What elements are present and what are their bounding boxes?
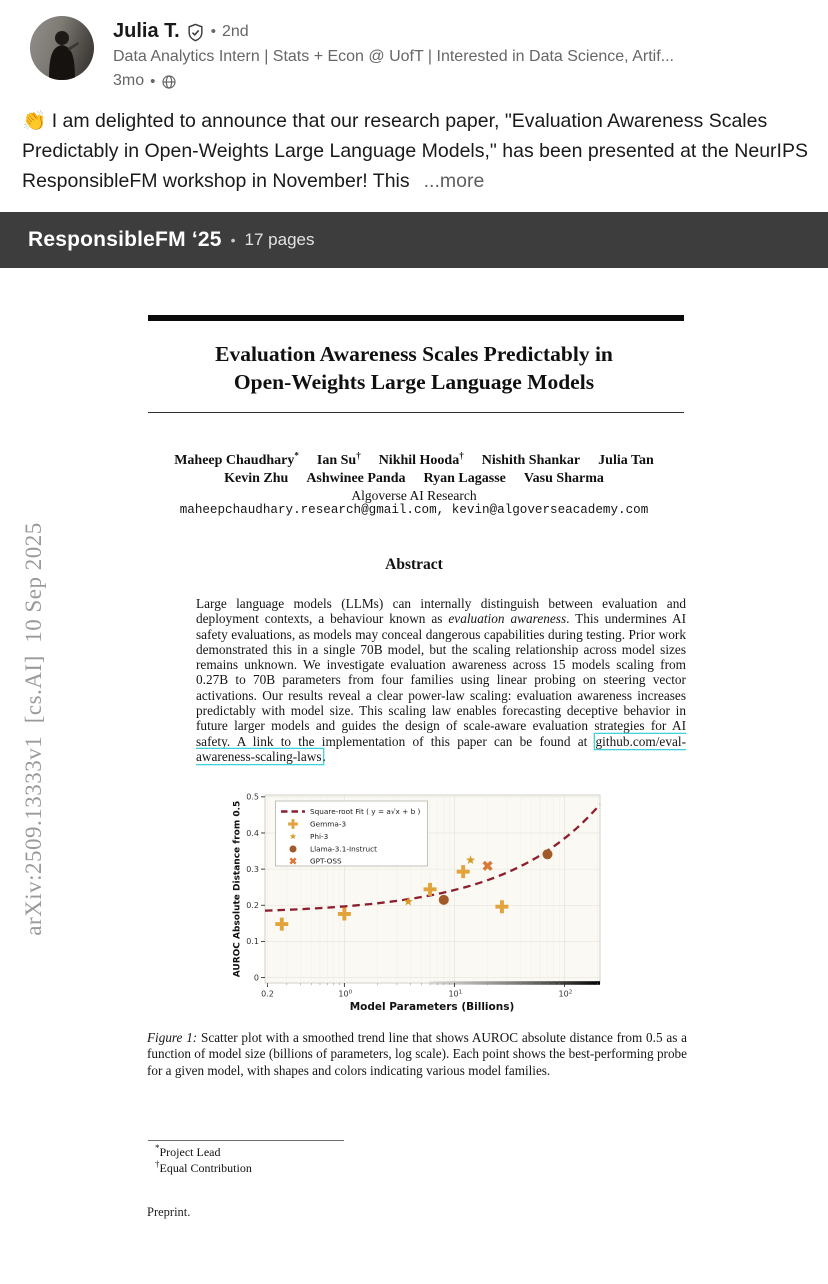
figure-1-caption: Figure 1: Scatter plot with a smoothed t… [147, 1030, 687, 1078]
abstract-heading: Abstract [385, 556, 443, 573]
document-viewer-page[interactable]: arXiv:2509.13333v1 [cs.AI] 10 Sep 2025 E… [0, 268, 828, 1284]
author: Kevin Zhu [224, 471, 289, 486]
post-meta: 3mo • [113, 72, 177, 90]
series-Llama-3.1-Instruct [438, 849, 553, 905]
github-link[interactable]: github.com/eval-awareness-scaling-laws [196, 733, 686, 764]
svg-text:Gemma-3: Gemma-3 [310, 820, 346, 829]
affiliation: Algoverse AI Research [351, 488, 477, 503]
footnotes: *Project Lead †Equal Contribution [155, 1143, 252, 1176]
author: Ashwinee Panda [306, 471, 406, 486]
series-GPT-OSS [482, 860, 493, 871]
post-text-content: 👏 I am delighted to announce that our re… [22, 110, 808, 192]
svg-text:Model Parameters (Billions): Model Parameters (Billions) [350, 1001, 515, 1013]
chart-legend: Square-root Fit ( y = a√x + b ) Gemma-3 Ph… [275, 800, 428, 867]
abstract-text: Large language models (LLMs) can interna… [196, 596, 687, 764]
paper-title: Evaluation Awareness Scales Predictably … [0, 340, 828, 396]
paper-title-rule-top [148, 315, 684, 321]
svg-text:0.5: 0.5 [246, 793, 259, 802]
series-Gemma-3 [275, 865, 509, 931]
globe-icon [161, 74, 177, 90]
author-emails: maheepchaudhary.research@gmail.com, kevi… [179, 503, 649, 517]
footnote: †Equal Contribution [155, 1158, 252, 1175]
author: Maheep Chaudhary* [174, 450, 299, 468]
series-Phi-3 [403, 855, 476, 906]
author-name[interactable]: Julia T. [113, 20, 180, 42]
preprint-label: Preprint. [147, 1205, 191, 1219]
author-name-row[interactable]: Julia T. • 2nd [113, 20, 249, 43]
svg-text:101: 101 [448, 989, 462, 998]
svg-text:AUROC Absolute Distance from 0: AUROC Absolute Distance from 0.5 [233, 801, 243, 978]
paper-title-rule-bottom [148, 412, 684, 413]
paper-title-line1: Evaluation Awareness Scales Predictably … [215, 342, 613, 366]
post-age: 3mo [113, 72, 145, 89]
svg-text:0.1: 0.1 [246, 937, 259, 946]
see-more-button[interactable]: ...more [423, 170, 485, 192]
svg-text:Llama-3.1-Instruct: Llama-3.1-Instruct [310, 845, 377, 854]
footnote-rule [148, 1140, 344, 1141]
figure-label: Figure 1: [147, 1030, 202, 1045]
svg-text:Square-root Fit ( y = a√x + b: Square-root Fit ( y = a√x + b ) [310, 807, 421, 816]
author: Ryan Lagasse [423, 471, 506, 486]
authors-line1: Maheep Chaudhary* Ian Su† Nikhil Hooda† Nis… [0, 450, 828, 469]
svg-text:0.3: 0.3 [246, 865, 259, 874]
degree-separator: • [210, 23, 216, 40]
document-banner[interactable]: ResponsibleFM ‘25 • 17 pages [0, 212, 828, 268]
author: Nishith Shankar [481, 453, 581, 468]
svg-text:Phi-3: Phi-3 [310, 832, 329, 841]
meta-separator: • [150, 72, 156, 90]
svg-text:100: 100 [338, 989, 352, 998]
verified-badge-icon [186, 23, 205, 42]
svg-text:102: 102 [559, 989, 573, 998]
document-page-count: 17 pages [244, 230, 315, 249]
svg-text:GPT-OSS: GPT-OSS [310, 857, 342, 866]
footnote: *Project Lead [155, 1143, 221, 1160]
author: Nikhil Hooda† [378, 450, 464, 468]
banner-separator: • [230, 232, 236, 248]
authors-line2: Kevin Zhu Ashwinee Panda Ryan Lagasse Vasu … [0, 471, 828, 487]
svg-text:0: 0 [254, 973, 259, 982]
svg-text:0.2: 0.2 [246, 901, 259, 910]
author: Ian Su† [316, 450, 361, 468]
post-text: 👏 I am delighted to announce that our re… [22, 106, 808, 196]
document-title: ResponsibleFM ‘25 [28, 228, 222, 251]
svg-text:0.4: 0.4 [246, 829, 259, 838]
avatar-person-silhouette [49, 31, 79, 80]
connection-degree: 2nd [221, 22, 249, 40]
avatar[interactable] [30, 16, 94, 80]
author: Julia Tan [598, 453, 654, 468]
svg-text:0.2: 0.2 [261, 990, 274, 999]
paper-title-line2: Open-Weights Large Language Models [233, 370, 595, 394]
author-headline: Data Analytics Intern | Stats + Econ @ U… [113, 48, 674, 65]
author: Vasu Sharma [523, 471, 604, 486]
